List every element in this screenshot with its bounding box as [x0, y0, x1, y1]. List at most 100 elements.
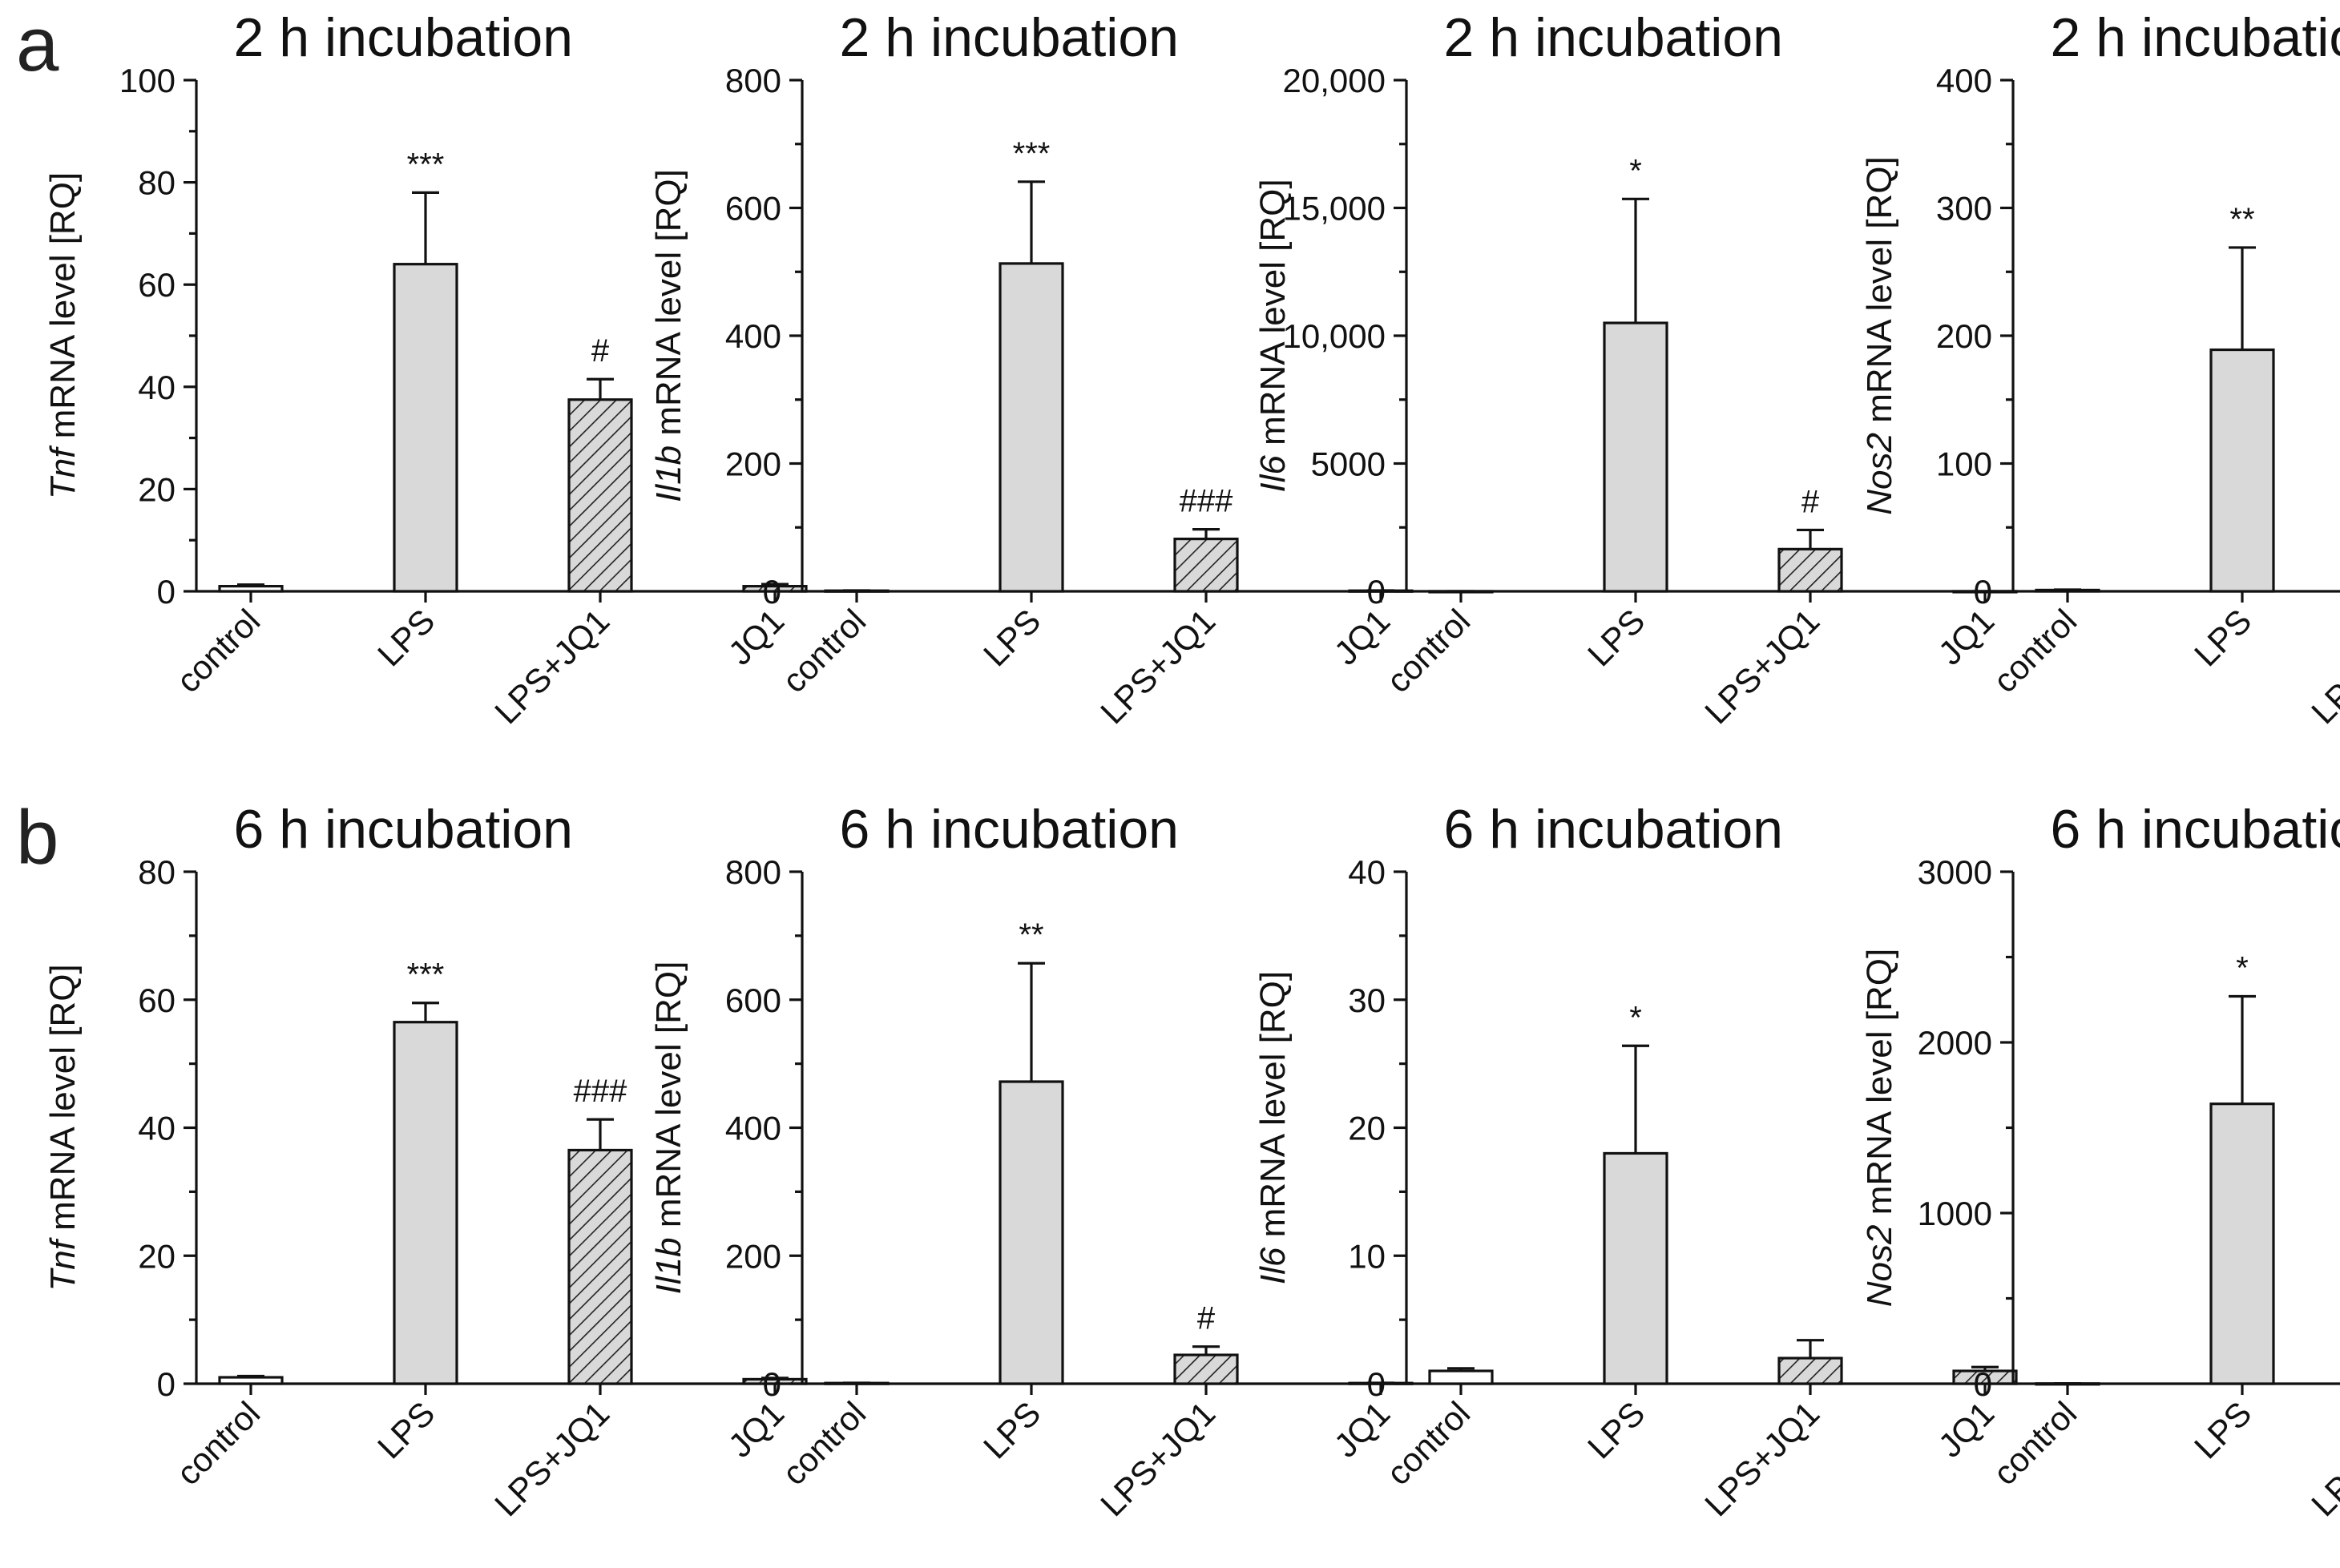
x-tick-label: LPS+JQ1 — [1093, 602, 1222, 731]
significance-label: ### — [574, 1074, 627, 1109]
bar-lps-jq1 — [1777, 1356, 1843, 1385]
x-tick-label: control — [1379, 1394, 1477, 1492]
y-axis-label: Nos2 mRNA level [RQ] — [1860, 949, 1899, 1307]
y-tick-label: 300 — [1936, 190, 1992, 228]
x-tick-label: JQ1 — [1931, 602, 2002, 672]
y-axis-label: Tnf mRNA level [RQ] — [43, 172, 83, 499]
y-tick-label: 200 — [725, 445, 781, 483]
y-tick-label: 20 — [138, 470, 176, 508]
bar-lps — [2209, 348, 2275, 593]
x-tick-label: JQ1 — [1327, 602, 1398, 672]
x-tick-label: LPS — [2187, 602, 2258, 673]
chart-title: 2 h incubation — [1444, 7, 1783, 68]
chart-title: 2 h incubation — [234, 7, 573, 68]
chart-title: 6 h incubation — [2051, 799, 2340, 860]
x-tick-label: control — [1986, 602, 2084, 699]
y-tick-label: 3000 — [1918, 853, 1992, 891]
y-tick-label: 80 — [138, 164, 176, 202]
y-tick-label: 400 — [1936, 62, 1992, 99]
significance-label: ### — [1180, 484, 1233, 519]
y-tick-label: 2000 — [1918, 1024, 1992, 1062]
x-tick-label: control — [1986, 1394, 2084, 1492]
significance-label: *** — [1013, 136, 1051, 171]
bar-lps — [2209, 1102, 2275, 1385]
y-axis-label: Il6 mRNA level [RQ] — [1253, 971, 1293, 1284]
bar-lps — [1603, 321, 1668, 593]
y-tick-label: 800 — [725, 853, 781, 891]
y-tick-label: 5000 — [1311, 445, 1386, 483]
significance-label: # — [1801, 484, 1820, 519]
y-tick-label: 400 — [725, 317, 781, 355]
y-axis-label-suffix: mRNA level [RQ] — [43, 964, 83, 1240]
y-tick-label: 40 — [138, 1110, 176, 1147]
panel-letter-b: b — [16, 795, 59, 881]
chart-title: 6 h incubation — [840, 799, 1179, 860]
x-tick-label: LPS+JQ1 — [2304, 602, 2340, 731]
bar-lps-jq1 — [1173, 1353, 1239, 1385]
panel-letter-a: a — [16, 2, 59, 87]
x-tick-label: LPS+JQ1 — [1697, 602, 1826, 731]
y-axis-label: Il6 mRNA level [RQ] — [1253, 179, 1293, 492]
x-tick-label: JQ1 — [1327, 1394, 1398, 1465]
significance-label: *** — [407, 957, 445, 993]
y-tick-label: 0 — [763, 573, 781, 611]
y-tick-label: 0 — [1974, 1365, 1992, 1403]
y-tick-label: 600 — [725, 982, 781, 1019]
y-tick-label: 40 — [1348, 853, 1386, 891]
y-axis-label-gene: Il6 — [1253, 455, 1293, 493]
bar-lps — [999, 1080, 1064, 1385]
x-tick-label: control — [169, 602, 267, 699]
y-tick-label: 100 — [119, 62, 176, 99]
y-tick-label: 60 — [138, 266, 176, 304]
significance-label: # — [1197, 1301, 1216, 1336]
chart-title: 2 h incubation — [840, 7, 1179, 68]
x-tick-label: LPS+JQ1 — [487, 1394, 616, 1523]
significance-label: ** — [2229, 202, 2254, 237]
y-axis-label-gene: Nos2 — [1860, 433, 1899, 515]
y-axis-label-suffix: mRNA level [RQ] — [1860, 949, 1899, 1225]
x-tick-label: LPS+JQ1 — [2304, 1394, 2340, 1523]
y-tick-label: 30 — [1348, 982, 1386, 1019]
x-tick-label: LPS+JQ1 — [1697, 1394, 1826, 1523]
x-tick-label: LPS — [370, 602, 442, 673]
x-tick-label: control — [775, 1394, 873, 1492]
y-axis-label-gene: Nos2 — [1860, 1225, 1899, 1308]
x-tick-label: JQ1 — [1931, 1394, 2002, 1465]
x-tick-label: LPS — [1580, 1394, 1652, 1465]
chart-title: 6 h incubation — [234, 799, 573, 860]
y-tick-label: 20 — [1348, 1110, 1386, 1147]
x-tick-label: LPS — [1580, 602, 1652, 673]
y-tick-label: 200 — [725, 1237, 781, 1275]
y-tick-label: 10 — [1348, 1237, 1386, 1275]
y-tick-label: 20,000 — [1283, 62, 1386, 99]
y-axis-label-gene: Il6 — [1253, 1247, 1293, 1284]
chart-a-tnf: 2 h incubation 0 20 40 60 80 100 Tnf mRNA level… — [43, 7, 808, 731]
y-axis-label-gene: Il1b — [649, 1237, 688, 1294]
chart-a-nos2: 2 h incubation 0 100 200 300 400 Nos2 mRNA lev… — [1860, 7, 2340, 731]
y-axis-label: Nos2 mRNA level [RQ] — [1860, 156, 1899, 514]
y-tick-label: 200 — [1936, 317, 1992, 355]
significance-label: # — [591, 333, 610, 369]
bar-lps-jq1 — [567, 1148, 633, 1385]
bar-control — [1428, 1369, 1494, 1385]
y-tick-label: 0 — [763, 1365, 781, 1403]
bar-lps — [393, 1021, 458, 1385]
x-tick-label: JQ1 — [721, 1394, 792, 1465]
y-axis-label-gene: Tnf — [43, 1236, 83, 1291]
x-tick-label: LPS — [370, 1394, 442, 1465]
y-tick-label: 60 — [138, 982, 176, 1019]
bar-lps-jq1 — [1173, 538, 1239, 593]
x-tick-label: LPS+JQ1 — [487, 602, 616, 731]
bar-lps — [1603, 1151, 1668, 1385]
y-axis-label-suffix: mRNA level [RQ] — [649, 169, 688, 445]
x-tick-label: LPS+JQ1 — [1093, 1394, 1222, 1523]
y-tick-label: 0 — [1367, 1365, 1386, 1403]
y-tick-label: 15,000 — [1283, 190, 1386, 228]
x-tick-label: JQ1 — [721, 602, 792, 672]
bar-lps — [393, 263, 458, 593]
chart-title: 2 h incubation — [2051, 7, 2340, 68]
bar-lps-jq1 — [567, 398, 633, 593]
y-tick-label: 0 — [1367, 573, 1386, 611]
chart-title: 6 h incubation — [1444, 799, 1783, 860]
